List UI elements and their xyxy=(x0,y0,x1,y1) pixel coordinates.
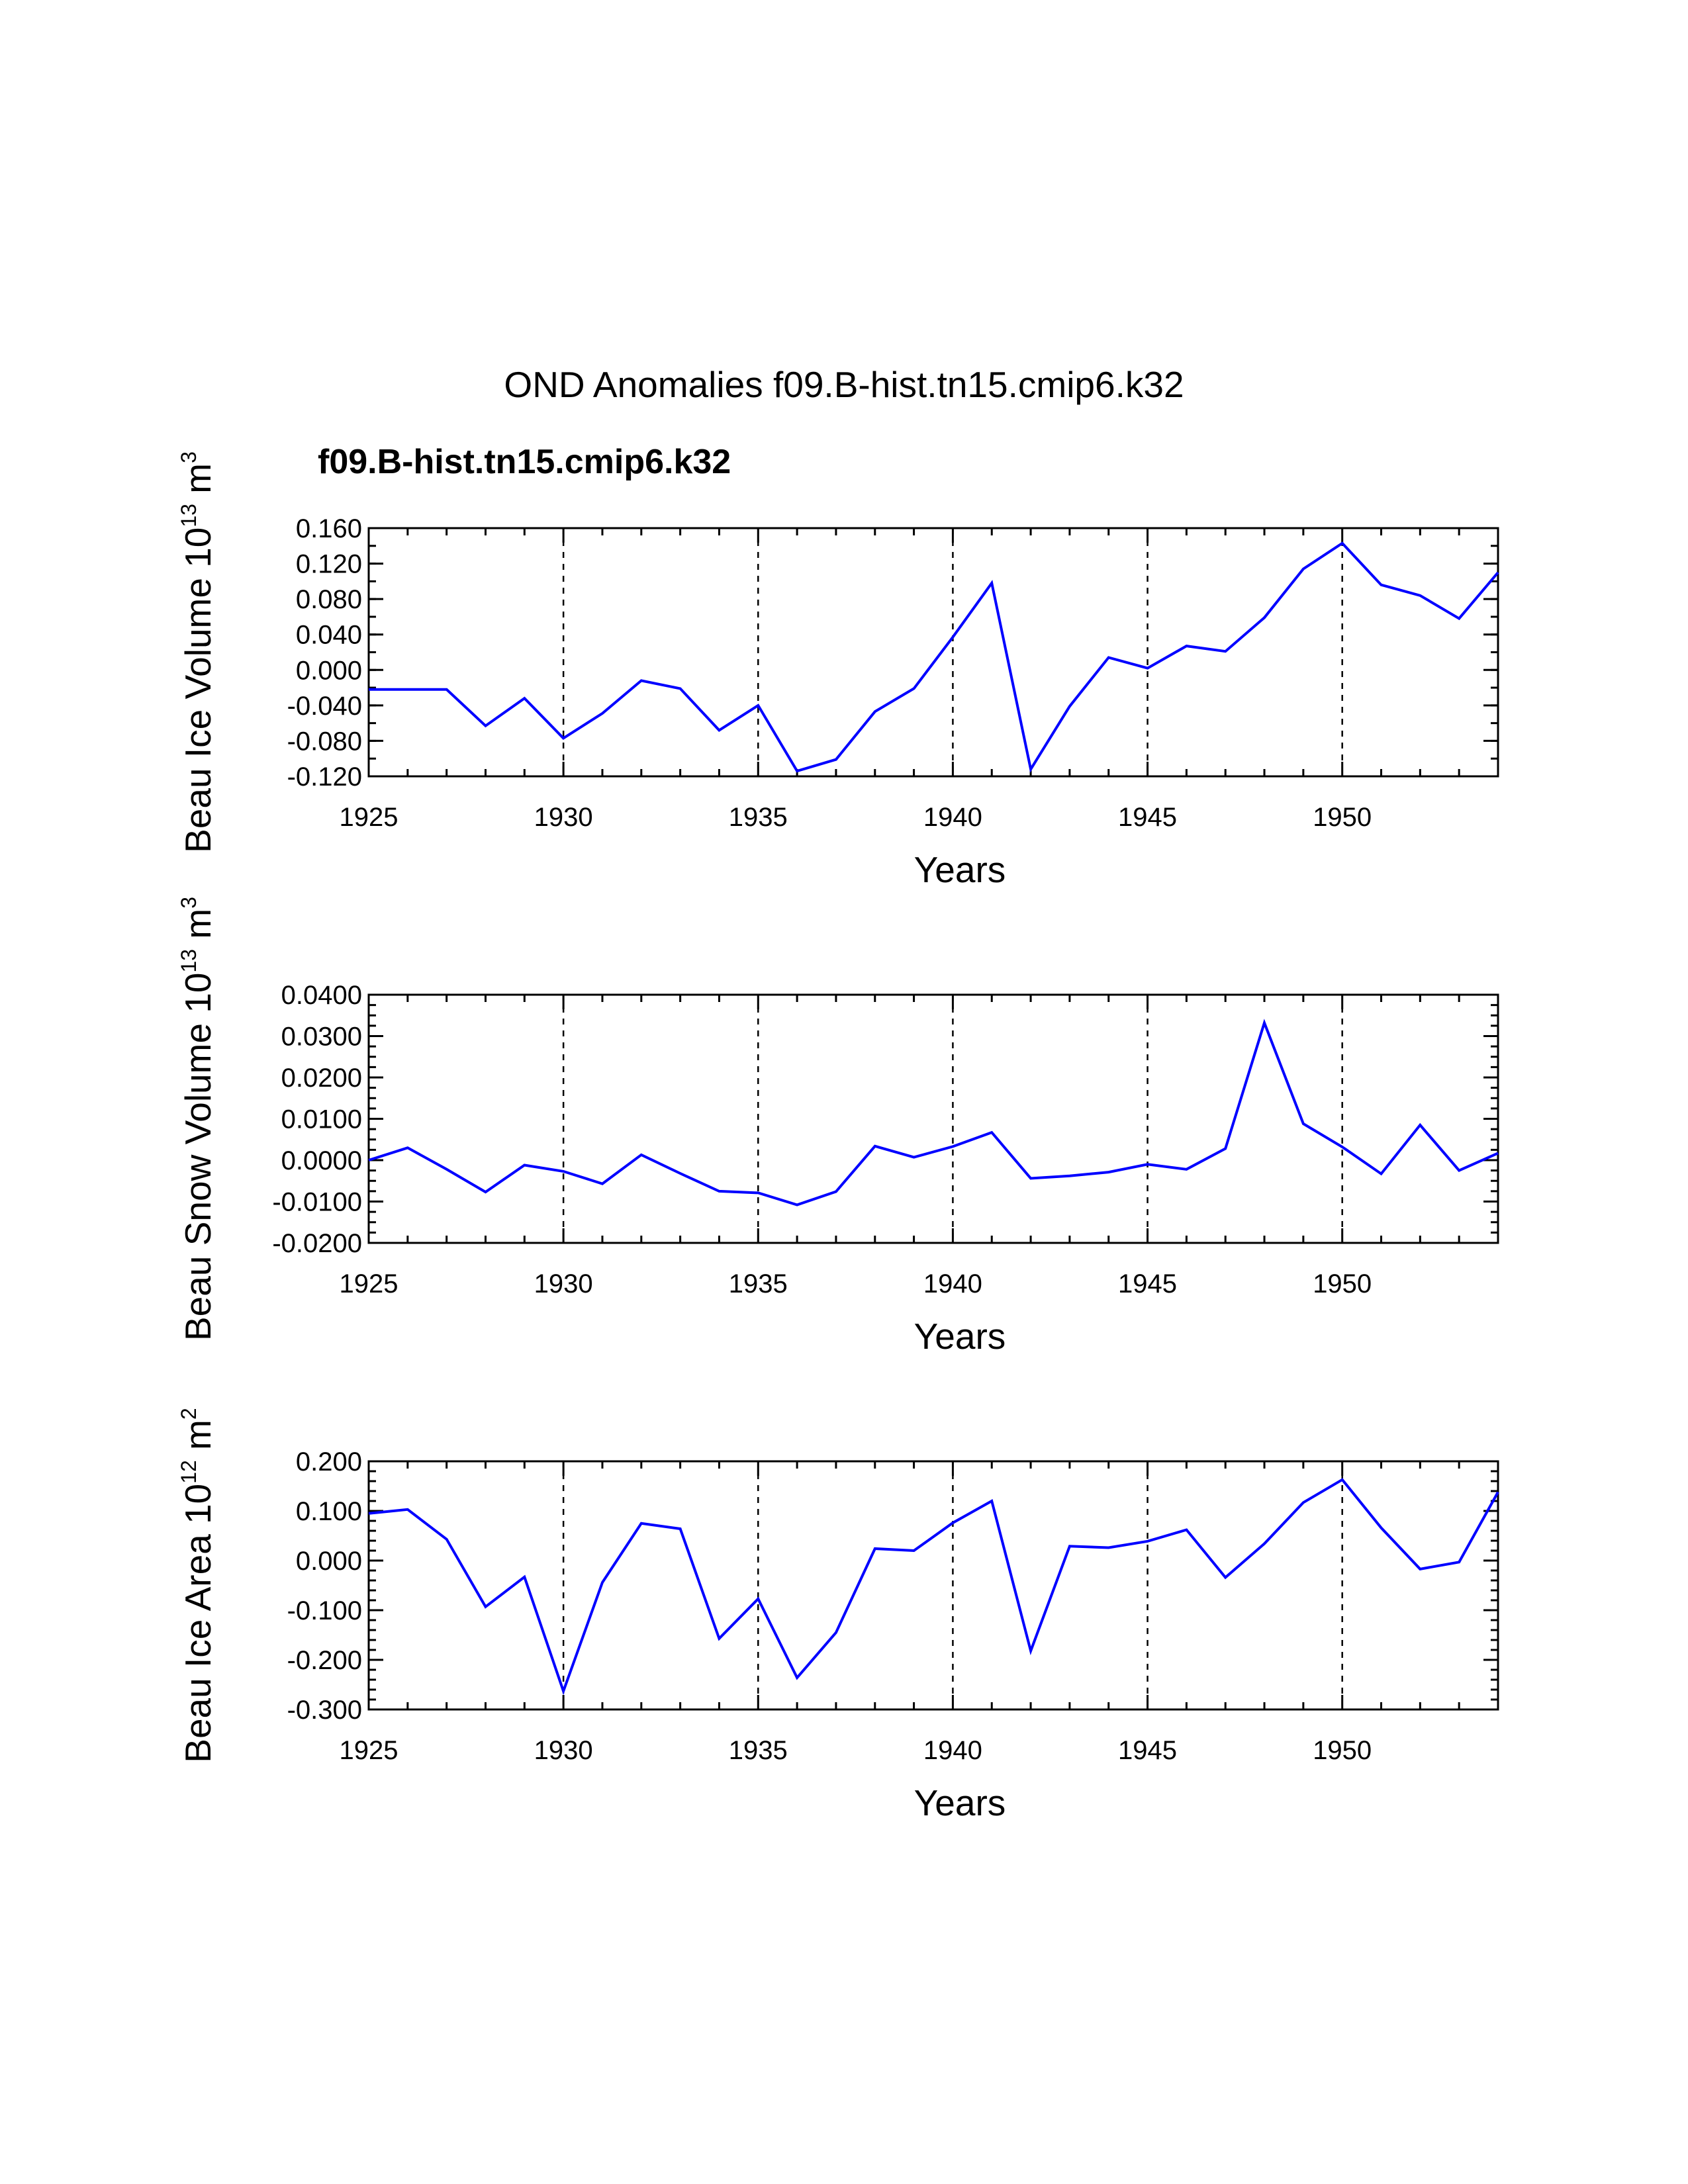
y-axis-label-unit-exponent: 3 xyxy=(177,451,201,463)
x-tick-label: 1925 xyxy=(340,803,399,832)
y-axis-label-unit-exponent: 2 xyxy=(177,1408,201,1420)
y-tick-label: -0.100 xyxy=(287,1596,362,1625)
y-axis-label-unit: m xyxy=(177,463,218,504)
x-tick-label: 1935 xyxy=(729,1269,788,1298)
plot-frame xyxy=(367,1460,1499,1711)
y-tick-label: 0.0000 xyxy=(281,1146,362,1175)
y-axis-label-main: Beau Snow Volume 10 xyxy=(177,973,218,1342)
y-tick-label: 0.160 xyxy=(296,514,362,543)
y-axis-label-unit-exponent: 3 xyxy=(177,897,201,909)
x-tick-label: 1945 xyxy=(1118,803,1177,832)
y-axis-label-main: Beau Ice Volume 10 xyxy=(177,527,218,853)
y-tick-label: 0.040 xyxy=(296,621,362,650)
x-tick-label: 1950 xyxy=(1313,803,1372,832)
y-axis-label-exponent: 12 xyxy=(177,1460,201,1484)
y-tick-label: 0.000 xyxy=(296,656,362,685)
x-tick-label: 1935 xyxy=(729,1736,788,1765)
y-axis-label-exponent: 13 xyxy=(177,949,201,973)
x-tick-label: 1940 xyxy=(923,1736,982,1765)
y-axis-label-main: Beau Ice Area 10 xyxy=(177,1484,218,1763)
panel-2: -0.0200 -0.0100 0.0000 0.0100 0.0200 0.0300 0.… xyxy=(177,897,1499,1357)
series-line xyxy=(368,1019,1499,1206)
y-axis-label-exponent: 13 xyxy=(177,504,201,527)
y-tick-label: 0.0300 xyxy=(281,1023,362,1052)
y-tick-label: 0.0400 xyxy=(281,981,362,1010)
x-axis-label: Years xyxy=(914,849,1006,890)
y-axis-label: Beau Ice Volume 1013 m3 xyxy=(177,451,218,853)
x-axis-label: Years xyxy=(914,1316,1006,1357)
y-axis-label-unit: m xyxy=(177,1420,218,1460)
y-tick-label: 0.120 xyxy=(296,550,362,579)
y-tick-label: -0.0100 xyxy=(272,1188,362,1217)
x-tick-label: 1940 xyxy=(923,1269,982,1298)
panels: -0.120 -0.080 -0.040 0.000 0.040 0.080 0.120 0.… xyxy=(177,451,1499,1823)
series-line xyxy=(368,1478,1499,1696)
x-tick-label: 1950 xyxy=(1313,1736,1372,1765)
x-tick-label: 1925 xyxy=(340,1736,399,1765)
panel-3: -0.300 -0.200 -0.100 0.000 0.100 0.200 1925 193… xyxy=(177,1408,1499,1823)
y-tick-label: -0.300 xyxy=(287,1696,362,1725)
y-tick-label: 0.080 xyxy=(296,585,362,614)
plot-frame xyxy=(367,527,1499,778)
y-axis-label-unit: m xyxy=(177,909,218,949)
panel-1: -0.120 -0.080 -0.040 0.000 0.040 0.080 0.120 0.… xyxy=(177,451,1499,890)
y-axis-label: Beau Snow Volume 1013 m3 xyxy=(177,897,218,1341)
y-tick-label: -0.080 xyxy=(287,727,362,756)
y-tick-label: 0.000 xyxy=(296,1547,362,1576)
x-tick-label: 1945 xyxy=(1118,1269,1177,1298)
figure-title: OND Anomalies f09.B-hist.tn15.cmip6.k32 xyxy=(504,364,1184,405)
y-tick-label: 0.200 xyxy=(296,1447,362,1477)
series-line xyxy=(369,541,1499,773)
x-axis-label: Years xyxy=(914,1782,1006,1823)
x-tick-label: 1950 xyxy=(1313,1269,1372,1298)
x-tick-label: 1930 xyxy=(534,803,593,832)
y-tick-label: 0.100 xyxy=(296,1497,362,1526)
x-tick-label: 1935 xyxy=(729,803,788,832)
x-tick-label: 1930 xyxy=(534,1269,593,1298)
y-tick-label: 0.0100 xyxy=(281,1105,362,1134)
y-tick-label: -0.040 xyxy=(287,692,362,721)
y-tick-label: -0.200 xyxy=(287,1646,362,1675)
case-label: f09.B-hist.tn15.cmip6.k32 xyxy=(318,443,731,481)
x-tick-label: 1945 xyxy=(1118,1736,1177,1765)
x-tick-label: 1930 xyxy=(534,1736,593,1765)
y-tick-label: 0.0200 xyxy=(281,1064,362,1093)
plot-frame xyxy=(367,993,1499,1244)
y-tick-label: -0.0200 xyxy=(272,1229,362,1258)
y-axis-label: Beau Ice Area 1012 m2 xyxy=(177,1408,218,1762)
x-tick-label: 1925 xyxy=(340,1269,399,1298)
y-tick-label: -0.120 xyxy=(287,762,362,792)
x-tick-label: 1940 xyxy=(923,803,982,832)
